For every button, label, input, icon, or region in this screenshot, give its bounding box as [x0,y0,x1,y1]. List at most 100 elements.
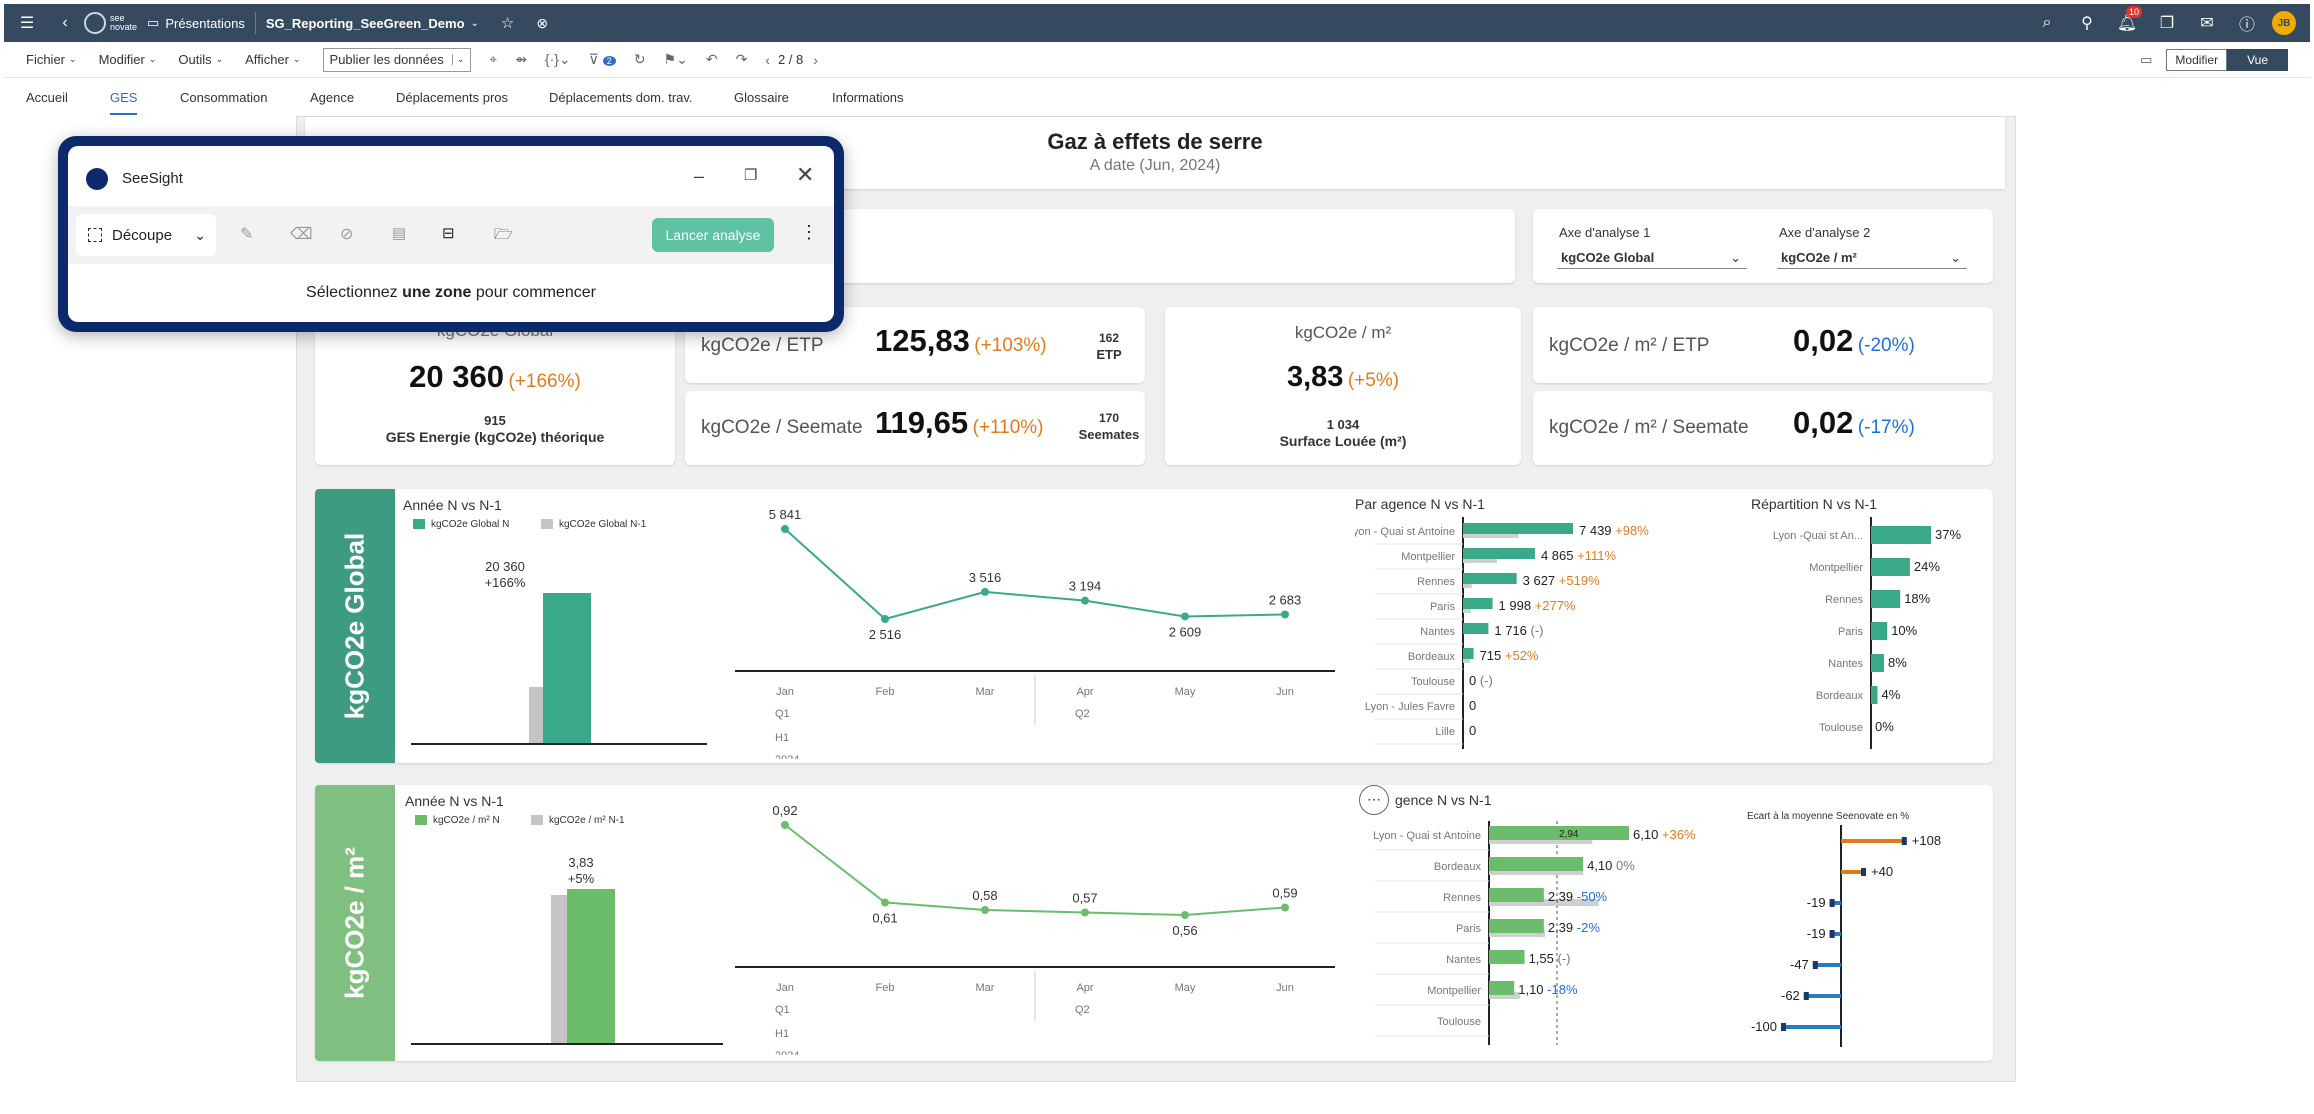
kpi-etp-side-label: ETP [1096,347,1122,362]
chart-title: Répartition N vs N-1 [1751,496,1877,512]
value-label: 0 [1469,723,1476,738]
story-canvas: Gaz à effets de serre A date (Jun, 2024)… [4,116,2310,1110]
bar-prev [1489,930,1545,937]
tab-ges[interactable]: GES [110,90,138,115]
eye-off-icon[interactable]: ⊘ [340,226,354,243]
report-page: Gaz à effets de serre A date (Jun, 2024)… [296,116,2016,1082]
prev-page-icon[interactable]: ‹ [765,51,770,68]
restore-icon[interactable]: ❐ [744,167,758,184]
notification-badge: 10 [2125,6,2142,18]
avatar[interactable]: JB [2272,11,2296,35]
data-point [1181,911,1189,919]
kpi-m2-etp-card: kgCO2e / m² / ETP 0,02 (-20%) [1533,307,1993,383]
row-global-side-label: kgCO2e Global [339,532,370,720]
close-icon[interactable]: ✕ [796,162,815,187]
bookmark-icon[interactable]: ⚑⌄ [663,51,688,67]
minimize-icon[interactable]: – [694,166,705,186]
menu-modifier[interactable]: Modifier ⌄ [98,52,157,67]
bar-end-cap [1829,899,1835,907]
mode-dropdown[interactable]: Découpe ⌄ [76,214,216,256]
data-label: 0,56 [1172,923,1197,938]
tab-deplacements-pros[interactable]: Déplacements pros [396,90,508,105]
publish-data-button[interactable]: Publier les données ⌄ [322,47,472,72]
bar2-title: Année N vs N-1 [405,793,504,809]
eraser-icon[interactable]: ⌫ [290,226,313,243]
more-vertical-icon[interactable]: ⋮ [800,222,818,242]
row-m2-side-label: kgCO2e / m² [339,847,370,999]
tab-glossaire[interactable]: Glossaire [734,90,789,105]
cancel-circle-icon[interactable]: ⊗ [536,14,549,31]
data-label: 3 194 [1069,579,1102,594]
device-preview-icon[interactable]: ▭ [2140,51,2153,67]
next-page-icon[interactable]: › [813,51,818,68]
chevron-down-icon[interactable]: ⌄ [470,17,479,29]
axis2-dropdown[interactable]: kgCO2e / m² ⌄ [1777,247,1967,269]
collaboration-icon[interactable]: ❐ [2159,15,2175,32]
bar-end-cap [1803,992,1809,1000]
pencil-icon[interactable]: ✎ [240,226,254,243]
launch-analysis-button[interactable]: Lancer analyse [652,218,774,252]
tick-label: Q2 [1075,708,1090,720]
tab-accueil[interactable]: Accueil [26,90,68,105]
tick-label: 2024 [775,754,799,759]
agency-chart-global: Par agence N vs N-1 Lyon - Quai st Antoin… [1355,496,1649,749]
repartition-chart: Répartition N vs N-1 Lyon -Quai st An... 3… [1751,496,1961,749]
axis1-dropdown[interactable]: kgCO2e Global ⌄ [1557,247,1747,269]
back-icon[interactable]: ‹ [62,14,68,31]
tick-label: Apr [1076,982,1093,994]
menu-icon[interactable]: ☰ [19,15,35,32]
inbox-icon[interactable]: ⊟ [442,225,455,242]
value-label: 2,39 -2% [1548,920,1600,935]
save-icon[interactable]: ▤ [392,225,407,242]
tab-deplacements-dom[interactable]: Déplacements dom. trav. [549,90,693,105]
tab-consommation[interactable]: Consommation [180,90,268,105]
feedback-icon[interactable]: ✉ [2200,15,2214,32]
brand-bottom: novate [110,22,138,32]
axis1-label: Axe d'analyse 1 [1559,225,1651,240]
folder-open-icon[interactable]: 🗁︎ [494,226,513,243]
refresh-icon[interactable]: ↻ [633,51,646,67]
dataset-icon[interactable]: ⇴ [515,51,527,67]
lightbulb-icon[interactable]: ⚲ [2081,15,2093,32]
menu-fichier[interactable]: Fichier ⌄ [26,52,77,67]
filter-icon[interactable]: ⊽ 2 [589,51,616,68]
edit-mode-button[interactable]: Modifier [2166,48,2228,71]
data-point [981,906,989,914]
help-icon[interactable]: ⓘ [2238,17,2255,34]
formula-icon[interactable]: {·}⌄ [544,51,571,67]
tab-agence[interactable]: Agence [310,90,355,105]
bar-end-cap [1861,868,1866,876]
bar-prev [1463,532,1519,538]
bar-current [1463,623,1489,634]
seesight-logo-icon [86,168,108,190]
value-label: 10% [1891,623,1917,638]
menu-afficher[interactable]: Afficher ⌄ [245,52,301,67]
kpi-m2-sub-value: 1 034 [1326,417,1360,432]
line-chart-global: 5 841 2 516 3 516 3 194 2 609 2 683 Jan Feb Mar A… [735,507,1335,759]
tab-informations[interactable]: Informations [832,90,904,105]
value-label: 4% [1881,687,1900,702]
menu-outils[interactable]: Outils ⌄ [178,52,224,67]
redo-icon[interactable]: ↷ [735,51,748,67]
star-icon[interactable]: ☆ [500,15,515,32]
search-icon[interactable]: ⌕ [2042,14,2052,31]
value-label: 8% [1888,655,1907,670]
data-label: 0,61 [872,911,897,926]
bar-prev [1463,582,1472,588]
undo-icon[interactable]: ↶ [705,51,718,67]
presentations-link[interactable]: ▭ Présentations [147,15,245,31]
bar-current [1463,648,1474,659]
view-mode-button[interactable]: Vue [2227,48,2288,71]
story-title[interactable]: SG_Reporting_SeeGreen_Demo [265,15,465,31]
category-label: Lille [1435,726,1455,738]
bar2-legend-n: kgCO2e / m² N [415,815,500,826]
value-label: 7 439 +98% [1579,523,1649,538]
notification-icon[interactable]: 🔔︎ 10 [2112,6,2142,38]
ecart-chart: Ecart à la moyenne Seenovate en %+108 +40… [1747,811,1941,1047]
value-label: 1,55 (-) [1529,951,1571,966]
more-options-button[interactable]: ⋯ [1359,785,1389,815]
kpi-m2-etp-delta: (-20%) [1857,335,1915,356]
logo-mark [84,12,106,34]
tick-label: Q2 [1075,1004,1090,1016]
pin-icon[interactable]: ⌖ [489,51,498,67]
